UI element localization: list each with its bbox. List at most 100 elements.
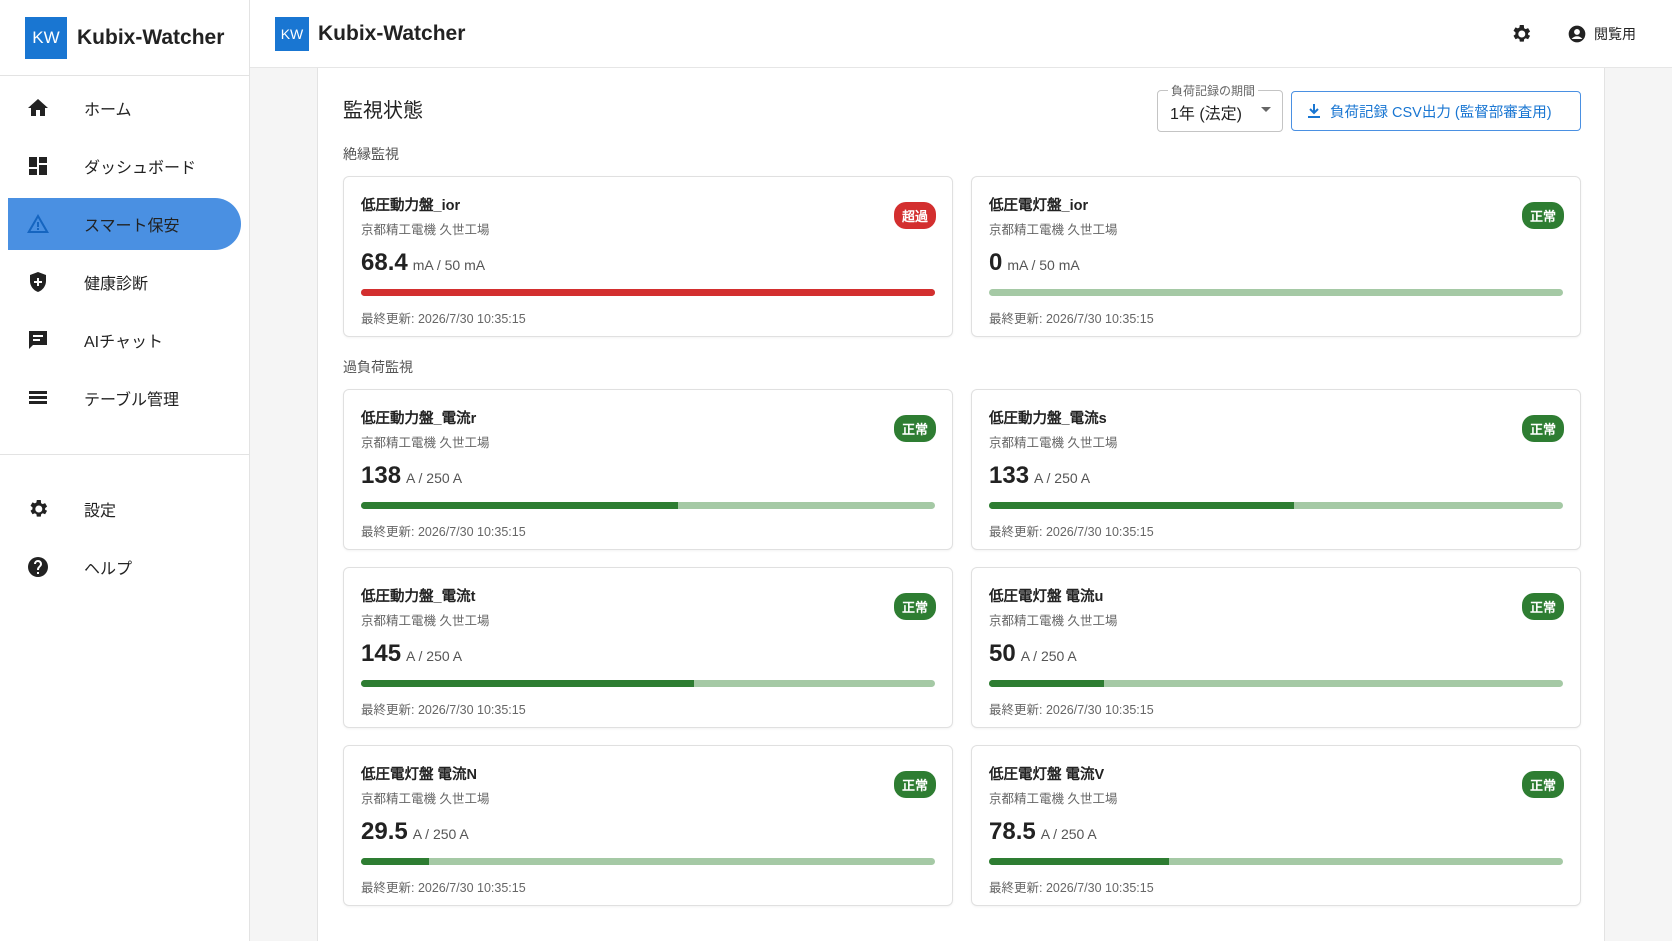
user-menu[interactable]: 閲覧用: [1567, 24, 1636, 44]
user-label: 閲覧用: [1594, 25, 1636, 42]
card-value-row: 29.5 A / 250 A: [361, 818, 935, 846]
card-name: 低圧電灯盤 電流u: [989, 589, 1104, 605]
monitor-card[interactable]: 低圧動力盤_電流t 京都精工電機 久世工場 正常 145 A / 250 A 最終更新: …: [343, 567, 953, 728]
card-value-row: 68.4 mA / 50 mA: [361, 249, 935, 277]
header-title: Kubix-Watcher: [318, 21, 466, 45]
nav-icon: [29, 391, 47, 404]
card-grid: 低圧動力盤_ior 京都精工電機 久世工場 超過 68.4 mA / 50 mA 最終更新…: [343, 176, 1581, 337]
card-value: 50: [989, 640, 1016, 667]
monitor-card[interactable]: 低圧動力盤_電流r 京都精工電機 久世工場 正常 138 A / 250 A 最終更新: …: [343, 389, 953, 550]
card-updated: 最終更新: 2026/7/30 10:35:15: [989, 525, 1154, 539]
icon-shape: [27, 214, 49, 233]
card-value-row: 133 A / 250 A: [989, 462, 1563, 490]
card-name: 低圧動力盤_電流t: [361, 589, 476, 605]
card-unit: A / 250 A: [1020, 648, 1077, 664]
nav-item[interactable]: 健康診断: [8, 256, 241, 308]
nav-label: テーブル管理: [84, 392, 180, 409]
nav-label: 設定: [84, 503, 117, 520]
dropdown-arrow: [1261, 107, 1271, 112]
card-location: 京都精工電機 久世工場: [989, 614, 1118, 628]
nav-item[interactable]: 設定: [8, 483, 241, 535]
status-badge: 正常: [893, 415, 936, 442]
card-value: 145: [361, 640, 402, 667]
monitor-card[interactable]: 低圧電灯盤 電流u 京都精工電機 久世工場 正常 50 A / 250 A 最終更新: 2…: [971, 567, 1581, 728]
monitor-card[interactable]: 低圧電灯盤 電流N 京都精工電機 久世工場 正常 29.5 A / 250 A 最終更新:…: [343, 745, 953, 906]
monitor-card[interactable]: 低圧動力盤_ior 京都精工電機 久世工場 超過 68.4 mA / 50 mA 最終更新…: [343, 176, 953, 337]
icon-shape: [30, 272, 46, 292]
card-value: 138: [361, 462, 402, 489]
progress-fill: [361, 289, 935, 296]
card-value: 78.5: [989, 818, 1036, 845]
card-name: 低圧電灯盤 電流V: [989, 767, 1105, 783]
icon-shape: [29, 331, 47, 349]
card-updated: 最終更新: 2026/7/30 10:35:15: [989, 881, 1154, 895]
card-name: 低圧動力盤_電流s: [989, 411, 1107, 427]
card-unit: A / 250 A: [412, 826, 469, 842]
settings-icon[interactable]: [1509, 22, 1533, 46]
nav-item[interactable]: ヘルプ: [8, 541, 241, 593]
nav-icon: [30, 500, 48, 517]
monitor-card[interactable]: 低圧電灯盤_ior 京都精工電機 久世工場 正常 0 mA / 50 mA 最終更新: 2…: [971, 176, 1581, 337]
card-unit: A / 250 A: [1040, 826, 1097, 842]
progress-fill: [361, 680, 694, 687]
progress-fill: [361, 858, 429, 865]
export-label: 負荷記録 CSV出力 (監督部審査用): [1330, 104, 1552, 121]
card-updated: 最終更新: 2026/7/30 10:35:15: [361, 525, 526, 539]
brand[interactable]: KW Kubix-Watcher: [0, 0, 249, 76]
icon-shape: [30, 500, 48, 517]
nav-list: 設定 ヘルプ: [0, 483, 249, 593]
nav-label: AIチャット: [84, 334, 163, 351]
nav-icon: [28, 99, 48, 116]
monitor-card[interactable]: 低圧動力盤_電流s 京都精工電機 久世工場 正常 133 A / 250 A 最終更新: …: [971, 389, 1581, 550]
progress-track: [989, 680, 1563, 687]
monitor-panel: 監視状態 負荷記録の期間 1年 (法定) 負荷記録 CSV出力 (監督部審査用)…: [317, 68, 1605, 941]
nav-item[interactable]: テーブル管理: [8, 372, 241, 424]
nav-item[interactable]: スマート保安: [8, 198, 241, 250]
card-location: 京都精工電機 久世工場: [361, 436, 490, 450]
card-updated: 最終更新: 2026/7/30 10:35:15: [989, 703, 1154, 717]
card-value-row: 50 A / 250 A: [989, 640, 1563, 668]
card-name: 低圧電灯盤_ior: [989, 198, 1089, 214]
card-updated: 最終更新: 2026/7/30 10:35:15: [361, 703, 526, 717]
card-location: 京都精工電機 久世工場: [989, 436, 1118, 450]
nav-label: ヘルプ: [84, 561, 133, 578]
period-value: 1年 (法定): [1170, 106, 1243, 123]
nav-item[interactable]: ダッシュボード: [8, 140, 241, 192]
nav-icon: [28, 557, 48, 577]
status-badge: 正常: [1521, 593, 1564, 620]
user-icon: [1568, 25, 1586, 42]
export-button[interactable]: 負荷記録 CSV出力 (監督部審査用): [1291, 91, 1581, 131]
progress-fill: [361, 502, 678, 509]
nav-item[interactable]: AIチャット: [8, 314, 241, 366]
card-location: 京都精工電機 久世工場: [989, 792, 1118, 806]
progress-fill: [989, 502, 1295, 509]
card-name: 低圧動力盤_ior: [361, 198, 461, 214]
progress-track: [361, 858, 935, 865]
card-value-row: 138 A / 250 A: [361, 462, 935, 490]
status-badge: 正常: [893, 593, 936, 620]
group-title: 絶縁監視: [343, 146, 399, 162]
card-location: 京都精工電機 久世工場: [361, 614, 490, 628]
nav-list: ホームダッシュボードスマート保安 健康診断 AIチャット テーブル管理: [0, 82, 249, 424]
icon-shape: [28, 99, 48, 116]
status-badge: 正常: [893, 771, 936, 798]
status-badge: 正常: [1521, 771, 1564, 798]
nav-label: 健康診断: [84, 276, 149, 293]
progress-track: [989, 858, 1563, 865]
nav-item[interactable]: ホーム: [8, 82, 241, 134]
card-value-row: 78.5 A / 250 A: [989, 818, 1563, 846]
progress-fill: [989, 680, 1104, 687]
period-label: 負荷記録の期間: [1168, 82, 1259, 99]
card-location: 京都精工電機 久世工場: [361, 792, 490, 806]
panel-title: 監視状態: [343, 100, 423, 122]
progress-track: [989, 502, 1563, 509]
progress-track: [361, 289, 935, 296]
nav-label: スマート保安: [84, 218, 180, 235]
card-unit: A / 250 A: [406, 470, 463, 486]
card-value: 133: [989, 462, 1030, 489]
monitor-card[interactable]: 低圧電灯盤 電流V 京都精工電機 久世工場 正常 78.5 A / 250 A 最終更新:…: [971, 745, 1581, 906]
period-select[interactable]: 負荷記録の期間 1年 (法定): [1157, 82, 1283, 132]
card-unit: A / 250 A: [1034, 470, 1091, 486]
nav-icon: [29, 331, 47, 349]
